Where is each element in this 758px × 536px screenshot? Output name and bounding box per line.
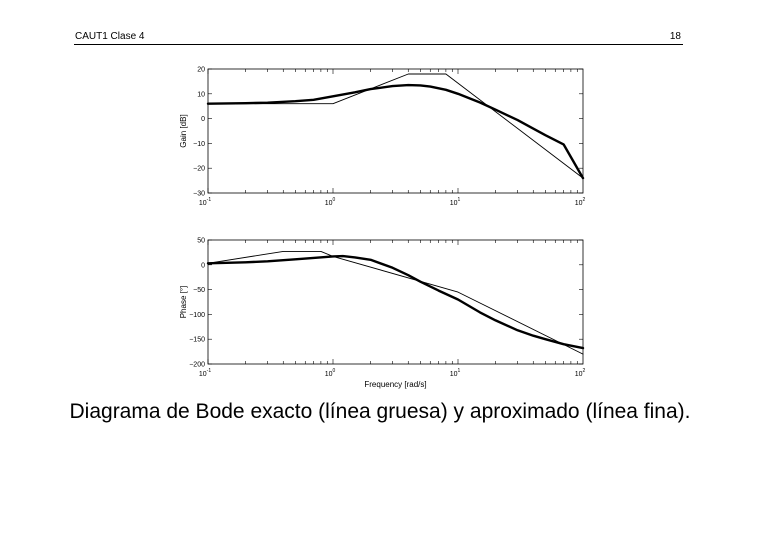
y-axis-label: Gain [dB] xyxy=(179,114,188,147)
x-tick-label: 101 xyxy=(450,368,461,378)
y-tick-label: −150 xyxy=(189,337,205,344)
y-tick-label: −50 xyxy=(193,287,205,294)
exact-curve xyxy=(206,254,585,350)
x-axis-label: Frequency [rad/s] xyxy=(364,380,426,389)
header-divider xyxy=(74,44,683,45)
x-tick-label: 102 xyxy=(575,197,586,207)
exact-curve xyxy=(206,83,585,180)
y-tick-label: −10 xyxy=(193,141,205,148)
y-axis-label: Phase [°] xyxy=(179,286,188,319)
y-tick-label: 20 xyxy=(197,67,205,74)
header-title: CAUT1 Clase 4 xyxy=(75,31,145,42)
page-number: 18 xyxy=(669,31,681,42)
y-tick-label: −30 xyxy=(193,191,205,198)
x-tick-label: 100 xyxy=(325,197,336,207)
plot-frame xyxy=(207,239,584,365)
y-tick-label: −100 xyxy=(189,312,205,319)
asymptotic-approximation xyxy=(207,73,584,179)
figure-caption: Diagrama de Bode exacto (línea gruesa) y… xyxy=(69,400,691,423)
x-tick-label: 100 xyxy=(325,368,336,378)
x-tick-label: 10-1 xyxy=(199,197,211,207)
x-tick-label: 101 xyxy=(450,197,461,207)
asymptotic-approximation xyxy=(207,250,584,355)
y-tick-label: 50 xyxy=(197,238,205,245)
y-tick-label: 10 xyxy=(197,91,205,98)
x-tick-label: 102 xyxy=(575,368,586,378)
y-tick-label: −200 xyxy=(189,362,205,369)
plot-frame xyxy=(207,68,584,194)
y-tick-label: 0 xyxy=(201,262,205,269)
y-tick-label: −20 xyxy=(193,166,205,173)
x-tick-label: 10-1 xyxy=(199,368,211,378)
y-tick-label: 0 xyxy=(201,116,205,123)
